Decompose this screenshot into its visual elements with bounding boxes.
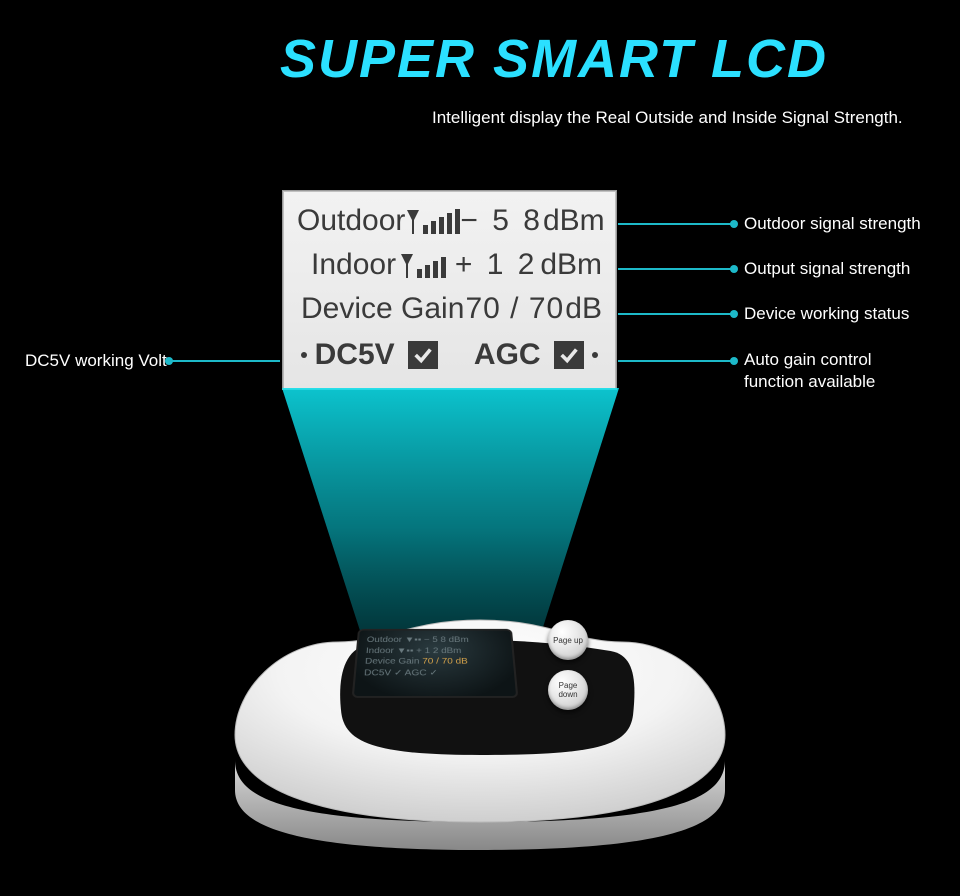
dot-icon [592, 352, 598, 358]
lcd-small-row: Indoor ▼▪▪ + 1 2 dBm [365, 646, 504, 657]
lcd-row-status: DC5V AGC [297, 331, 602, 379]
callout-output: Output signal strength [744, 259, 910, 279]
device-lcd: Outdoor ▼▪▪ − 5 8 dBm Indoor ▼▪▪ + 1 2 d… [352, 629, 519, 698]
callout-agc: Auto gain control function available [744, 349, 875, 393]
signal-icon [399, 252, 446, 278]
lcd-indoor-value: + 1 2 [455, 248, 538, 282]
lcd-indoor-label: Indoor [311, 248, 396, 282]
checkmark-icon [408, 341, 438, 369]
lcd-gain-unit: dB [565, 292, 602, 326]
lcd-agc-label: AGC [474, 338, 541, 372]
lcd-indoor-unit: dBm [540, 248, 602, 282]
callout-device-status: Device working status [744, 304, 909, 324]
callout-outdoor: Outdoor signal strength [744, 214, 921, 234]
lcd-outdoor-label: Outdoor [297, 204, 405, 238]
callout-line [170, 360, 280, 362]
callout-dc5v: DC5V working Volt [25, 351, 167, 371]
lcd-dc5v-label: DC5V [315, 338, 395, 372]
lcd-gain-label: Device Gain [301, 292, 464, 326]
page-title: SUPER SMART LCD [280, 28, 828, 90]
dot-icon [301, 352, 307, 358]
lcd-row-gain: Device Gain 70 / 70 dB [297, 287, 602, 331]
lcd-small-row: DC5V ✓ AGC ✓ [364, 667, 507, 678]
callout-line [618, 360, 733, 362]
page-down-button[interactable]: Page down [548, 670, 588, 710]
lcd-small-row: Device Gain 70 / 70 dB [365, 656, 506, 667]
page-subtitle: Intelligent display the Real Outside and… [432, 108, 903, 128]
lcd-row-outdoor: Outdoor − 5 8 dBm [297, 199, 602, 243]
signal-icon [405, 208, 460, 234]
lcd-gain-value: 70 / 70 [465, 292, 564, 326]
lcd-row-indoor: Indoor + 1 2 dBm [297, 243, 602, 287]
callout-line [618, 223, 733, 225]
callout-line [618, 268, 733, 270]
lcd-zoomed-panel: Outdoor − 5 8 dBm Indoor + 1 2 dBm Devic… [282, 190, 617, 390]
lcd-small-row: Outdoor ▼▪▪ − 5 8 dBm [366, 635, 503, 646]
lcd-outdoor-value: − 5 8 [460, 204, 543, 238]
callout-line [618, 313, 733, 315]
page-up-button[interactable]: Page up [548, 620, 588, 660]
lcd-outdoor-unit: dBm [543, 204, 605, 238]
checkmark-icon [554, 341, 584, 369]
